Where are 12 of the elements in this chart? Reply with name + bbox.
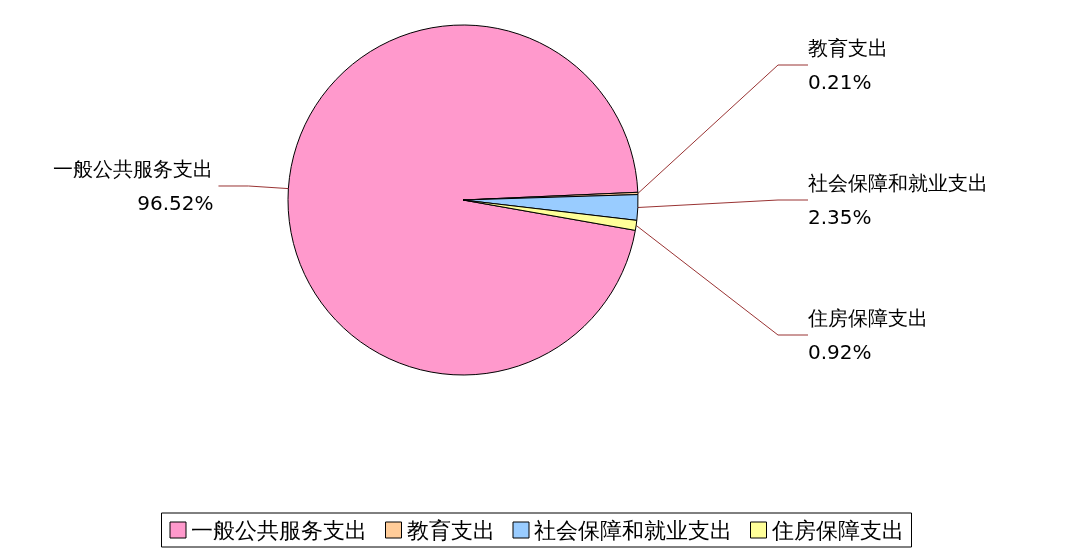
data-label: 0.21%	[808, 70, 872, 94]
slice-label: 社会保障和就业支出	[808, 171, 988, 195]
legend-label: 一般公共服务支出	[191, 517, 367, 543]
legend-label: 教育支出	[406, 517, 495, 543]
legend-label: 社会保障和就业支出	[534, 517, 732, 543]
data-label: 2.35%	[808, 205, 872, 229]
legend-label: 住房保障支出	[770, 517, 904, 543]
data-label: 0.92%	[808, 340, 872, 364]
slice-label: 教育支出	[808, 36, 888, 60]
slice-label: 住房保障支出	[807, 306, 928, 330]
slice-label: 一般公共服务支出	[53, 156, 214, 181]
data-label: 96.52%	[137, 190, 214, 215]
